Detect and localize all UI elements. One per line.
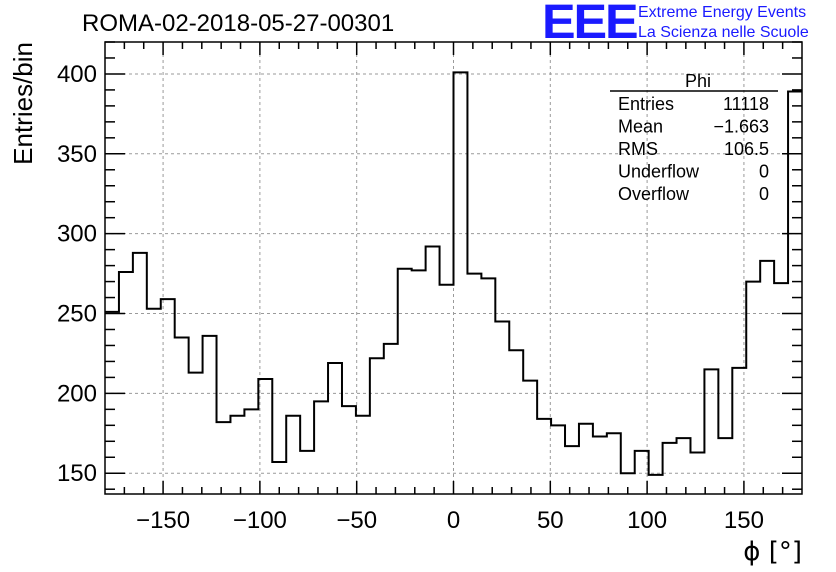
stats-value: −1.663 xyxy=(713,117,769,137)
x-tick-label: −150 xyxy=(136,507,190,534)
y-axis-label: Entries/bin xyxy=(8,42,38,165)
y-tick-label: 300 xyxy=(57,221,97,248)
histogram-bin xyxy=(788,92,802,494)
histogram-bin xyxy=(593,437,607,494)
eee-logo: EEE xyxy=(542,0,639,49)
histogram-bin xyxy=(203,336,217,494)
histogram-bin xyxy=(760,261,774,494)
histogram-bin xyxy=(300,451,314,494)
histogram-bin xyxy=(175,337,189,494)
histogram-bin xyxy=(718,438,732,494)
axis-ticks xyxy=(105,41,802,494)
histogram-bin xyxy=(565,446,579,494)
y-tick-label: 250 xyxy=(57,301,97,328)
x-tick-label: 0 xyxy=(447,507,460,534)
histogram-bin xyxy=(426,246,440,494)
histogram-line xyxy=(105,71,802,476)
histogram-bin xyxy=(481,278,495,494)
histogram-bin xyxy=(677,438,691,494)
histogram-bin xyxy=(328,363,342,494)
histogram-bin xyxy=(579,424,593,494)
histogram-bin xyxy=(690,452,704,494)
y-tick-label: 400 xyxy=(57,61,97,88)
histogram-bin xyxy=(412,270,426,494)
x-tick-label: −100 xyxy=(233,507,287,534)
histogram-bin xyxy=(147,309,161,494)
axis-labels: −150 −100 −50 0 50 100 150 150 200 250 300 350 400 ϕ … xyxy=(8,42,802,567)
histogram-bin xyxy=(440,285,454,494)
stats-name: Phi xyxy=(685,71,711,91)
stats-value: 106.5 xyxy=(724,139,769,159)
histogram-bin xyxy=(258,379,272,494)
histogram-bin xyxy=(314,401,328,494)
histogram-bin xyxy=(230,416,244,494)
stats-value: 11118 xyxy=(723,94,769,114)
histogram-bin xyxy=(384,344,398,494)
y-tick-label: 350 xyxy=(57,141,97,168)
logo-subtitle-2: La Scienza nelle Scuole xyxy=(638,24,809,41)
histogram-bin xyxy=(398,269,412,494)
histogram-bin xyxy=(454,72,468,494)
x-tick-label: 100 xyxy=(627,507,667,534)
histogram-bin xyxy=(523,381,537,494)
stats-label: Entries xyxy=(618,94,674,114)
stats-box: Phi Entries 11118 Mean −1.663 RMS 106.5 Underfl… xyxy=(610,71,778,204)
histogram-bin xyxy=(537,419,551,494)
x-tick-label: −50 xyxy=(336,507,377,534)
x-tick-label: 150 xyxy=(724,507,764,534)
histogram-bin xyxy=(663,443,677,494)
stats-label: Overflow xyxy=(618,184,690,204)
histogram-bin xyxy=(286,416,300,494)
stats-label: Mean xyxy=(618,117,663,137)
stats-label: RMS xyxy=(618,139,658,159)
y-tick-label: 200 xyxy=(57,380,97,407)
y-tick-label: 150 xyxy=(57,460,97,487)
histogram-bin xyxy=(119,272,133,494)
histogram-bin xyxy=(509,350,523,494)
stats-value: 0 xyxy=(759,184,769,204)
histogram-bin xyxy=(105,312,119,494)
histogram-bin xyxy=(133,253,147,494)
histogram-bin xyxy=(467,274,481,494)
histogram-bin xyxy=(774,283,788,494)
histogram-bin xyxy=(356,416,370,494)
stats-value: 0 xyxy=(759,162,769,182)
x-axis-label: ϕ [°] xyxy=(743,537,802,567)
stats-label: Underflow xyxy=(618,162,700,182)
histogram-bin xyxy=(704,369,718,494)
histogram-bin xyxy=(189,373,203,494)
x-tick-label: 50 xyxy=(537,507,564,534)
histogram-bin xyxy=(607,433,621,494)
histogram-bin xyxy=(649,475,663,494)
histogram-bin xyxy=(217,422,231,494)
histogram-bin xyxy=(551,425,565,494)
chart-title: ROMA-02-2018-05-27-00301 xyxy=(82,10,395,37)
logo-subtitle-1: Extreme Energy Events xyxy=(638,4,807,21)
histogram-bin xyxy=(244,409,258,494)
histogram-bin xyxy=(342,406,356,494)
histogram-bin xyxy=(495,322,509,494)
